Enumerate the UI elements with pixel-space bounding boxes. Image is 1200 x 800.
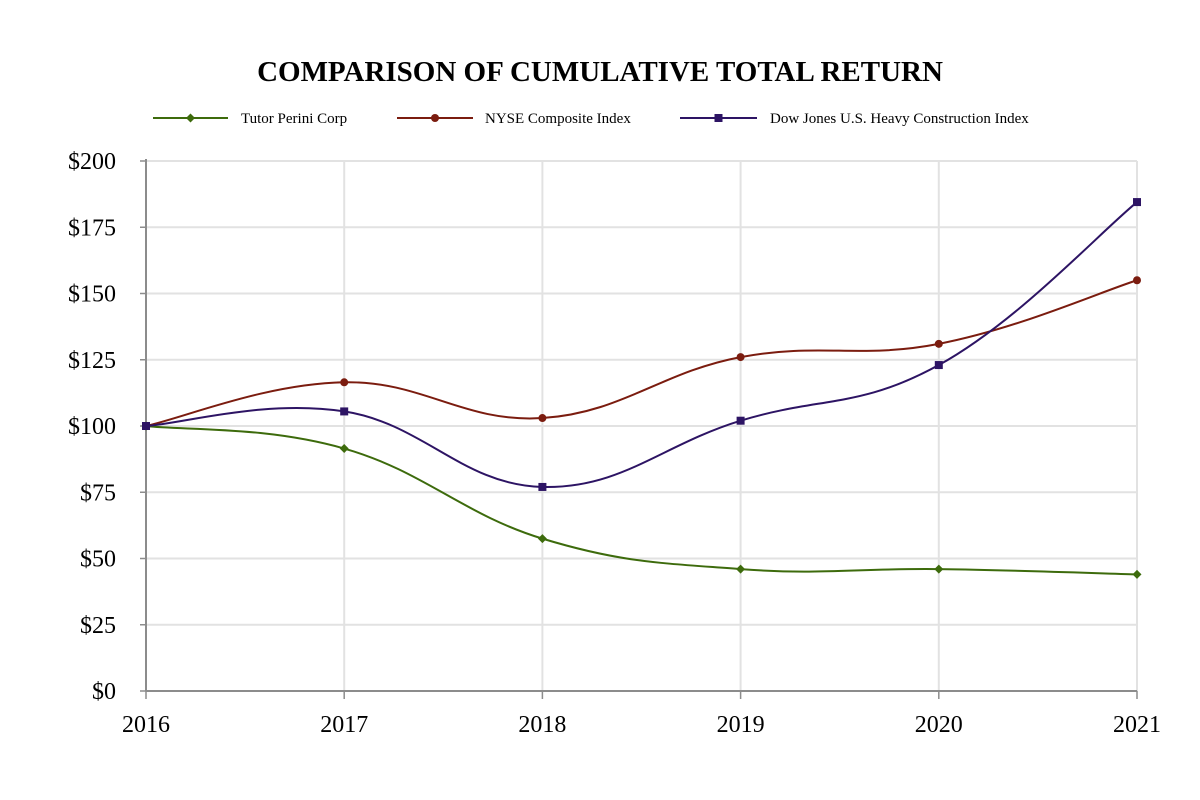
x-tick-label: 2018 — [518, 712, 566, 738]
series-line — [145, 279, 1138, 427]
data-point — [934, 339, 943, 348]
legend-item: Tutor Perini Corp — [153, 111, 347, 127]
data-point — [736, 353, 745, 362]
legend-label: Tutor Perini Corp — [241, 111, 347, 127]
grid — [146, 160, 1138, 691]
legend-item: NYSE Composite Index — [397, 111, 631, 127]
y-tick-label: $25 — [80, 613, 116, 639]
x-tick-label: 2016 — [122, 712, 170, 738]
series-circle — [142, 276, 1141, 430]
data-point — [142, 422, 150, 430]
series-group — [141, 198, 1142, 579]
series-diamond — [141, 421, 1142, 579]
data-point — [340, 407, 349, 416]
x-tick-label: 2020 — [915, 712, 963, 738]
data-point — [339, 444, 349, 454]
axes: $0 $25 $50 $75 $100 $125 $150 $175 $200 2016 2017 2… — [68, 149, 1161, 738]
legend: Tutor Perini Corp NYSE Composite Index Dow… — [153, 111, 1029, 127]
legend-item: Dow Jones U.S. Heavy Construction Index — [680, 111, 1029, 127]
y-tick-label: $0 — [92, 679, 116, 705]
data-point — [537, 534, 547, 544]
y-tick-label: $75 — [80, 480, 116, 506]
x-tick-label: 2019 — [717, 712, 765, 738]
x-tick-label: 2017 — [320, 712, 368, 738]
data-point — [736, 564, 746, 574]
legend-swatch-marker — [431, 114, 439, 122]
series-square — [142, 198, 1141, 491]
y-tick-label: $125 — [68, 348, 116, 374]
y-tick-label: $200 — [68, 149, 116, 175]
data-point — [736, 416, 745, 425]
y-tick-label: $150 — [68, 282, 116, 308]
data-point — [340, 378, 349, 387]
data-point — [934, 564, 944, 574]
y-tick-label: $100 — [68, 414, 116, 440]
legend-label: NYSE Composite Index — [485, 111, 631, 127]
series-line — [145, 425, 1138, 576]
data-point — [1133, 276, 1141, 285]
chart-title: COMPARISON OF CUMULATIVE TOTAL RETURN — [257, 56, 943, 88]
y-tick-label: $175 — [68, 215, 116, 241]
data-point — [1132, 569, 1142, 579]
x-tick-label: 2021 — [1113, 712, 1161, 738]
data-point — [538, 414, 547, 423]
data-point — [538, 482, 547, 491]
y-tick-label: $50 — [80, 547, 116, 573]
legend-swatch-marker — [714, 114, 723, 122]
series-line — [145, 201, 1138, 488]
data-point — [934, 361, 943, 370]
legend-swatch-marker — [186, 113, 195, 123]
legend-label: Dow Jones U.S. Heavy Construction Index — [770, 111, 1029, 127]
data-point — [1133, 198, 1141, 207]
